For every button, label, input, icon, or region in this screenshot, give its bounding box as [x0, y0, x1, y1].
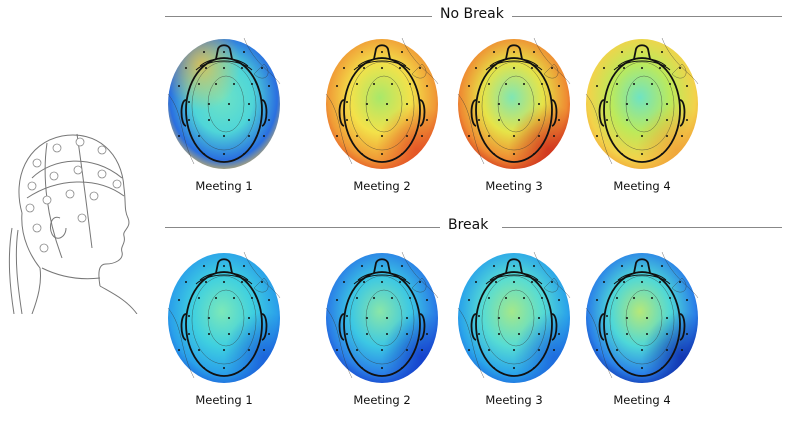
topographic-map	[585, 252, 699, 383]
meeting-label: Meeting 3	[485, 179, 543, 193]
meeting-label: Meeting 4	[613, 179, 671, 193]
divider-line	[165, 16, 432, 17]
topographic-map	[167, 252, 281, 383]
eeg-cap-illustration	[8, 133, 138, 314]
topographic-map	[457, 38, 571, 169]
divider-line	[502, 227, 782, 228]
meeting-label: Meeting 2	[353, 393, 411, 407]
topographic-map	[457, 252, 571, 383]
meeting-label: Meeting 3	[485, 393, 543, 407]
topographic-map	[325, 252, 439, 383]
section-header: Break	[165, 217, 782, 237]
topographic-map	[585, 38, 699, 169]
divider-line	[512, 16, 782, 17]
divider-line	[165, 227, 440, 228]
topographic-map	[167, 38, 281, 169]
meeting-label: Meeting 1	[195, 393, 253, 407]
section-title: No Break	[434, 6, 510, 22]
meeting-label: Meeting 4	[613, 393, 671, 407]
section-title: Break	[442, 217, 495, 233]
meeting-label: Meeting 1	[195, 179, 253, 193]
section-header: No Break	[165, 6, 782, 26]
topographic-map	[325, 38, 439, 169]
meeting-label: Meeting 2	[353, 179, 411, 193]
